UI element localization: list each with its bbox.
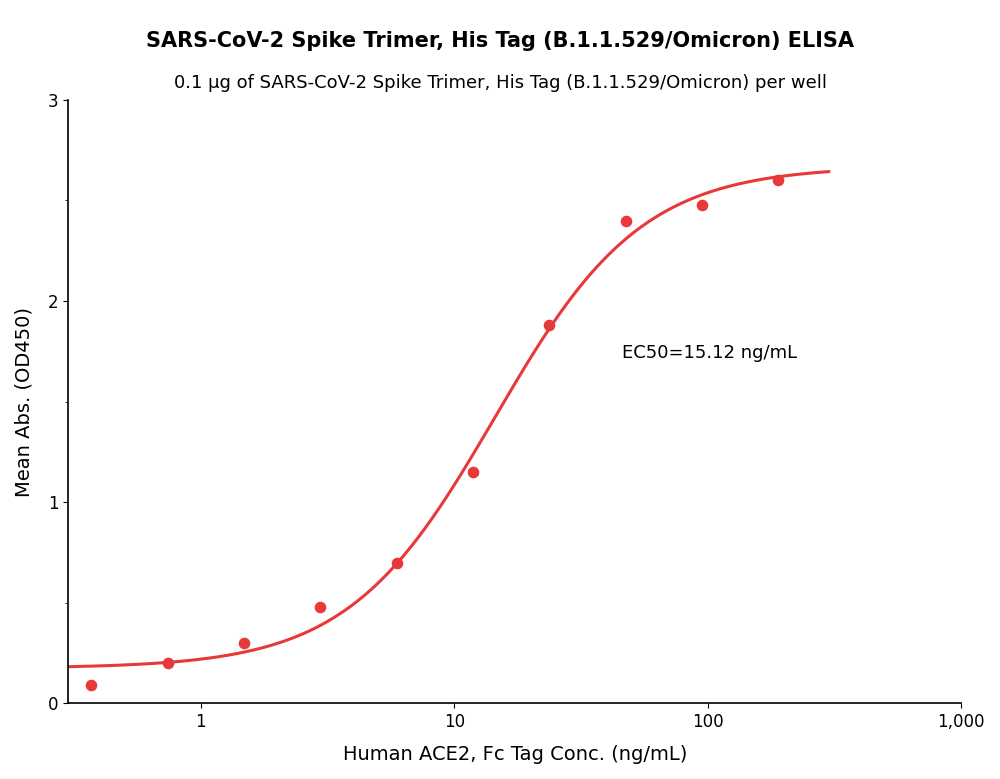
Point [160,657,176,669]
Text: EC50=15.12 ng/mL: EC50=15.12 ng/mL [622,344,797,362]
Point [770,174,786,187]
Text: 0.1 μg of SARS-CoV-2 Spike Trimer, His Tag (B.1.1.529/Omicron) per well: 0.1 μg of SARS-CoV-2 Spike Trimer, His T… [174,74,826,92]
X-axis label: Human ACE2, Fc Tag Conc. (ng/mL): Human ACE2, Fc Tag Conc. (ng/mL) [343,745,687,764]
Y-axis label: Mean Abs. (OD450): Mean Abs. (OD450) [15,307,34,497]
Text: SARS-CoV-2 Spike Trimer, His Tag (B.1.1.529/Omicron) ELISA: SARS-CoV-2 Spike Trimer, His Tag (B.1.1.… [146,31,854,51]
Point [312,601,328,613]
Point [389,556,405,569]
Point [236,636,252,649]
Point [541,319,557,331]
Point [465,466,481,478]
Point [83,679,99,692]
Point [618,214,634,227]
Point [694,199,710,211]
